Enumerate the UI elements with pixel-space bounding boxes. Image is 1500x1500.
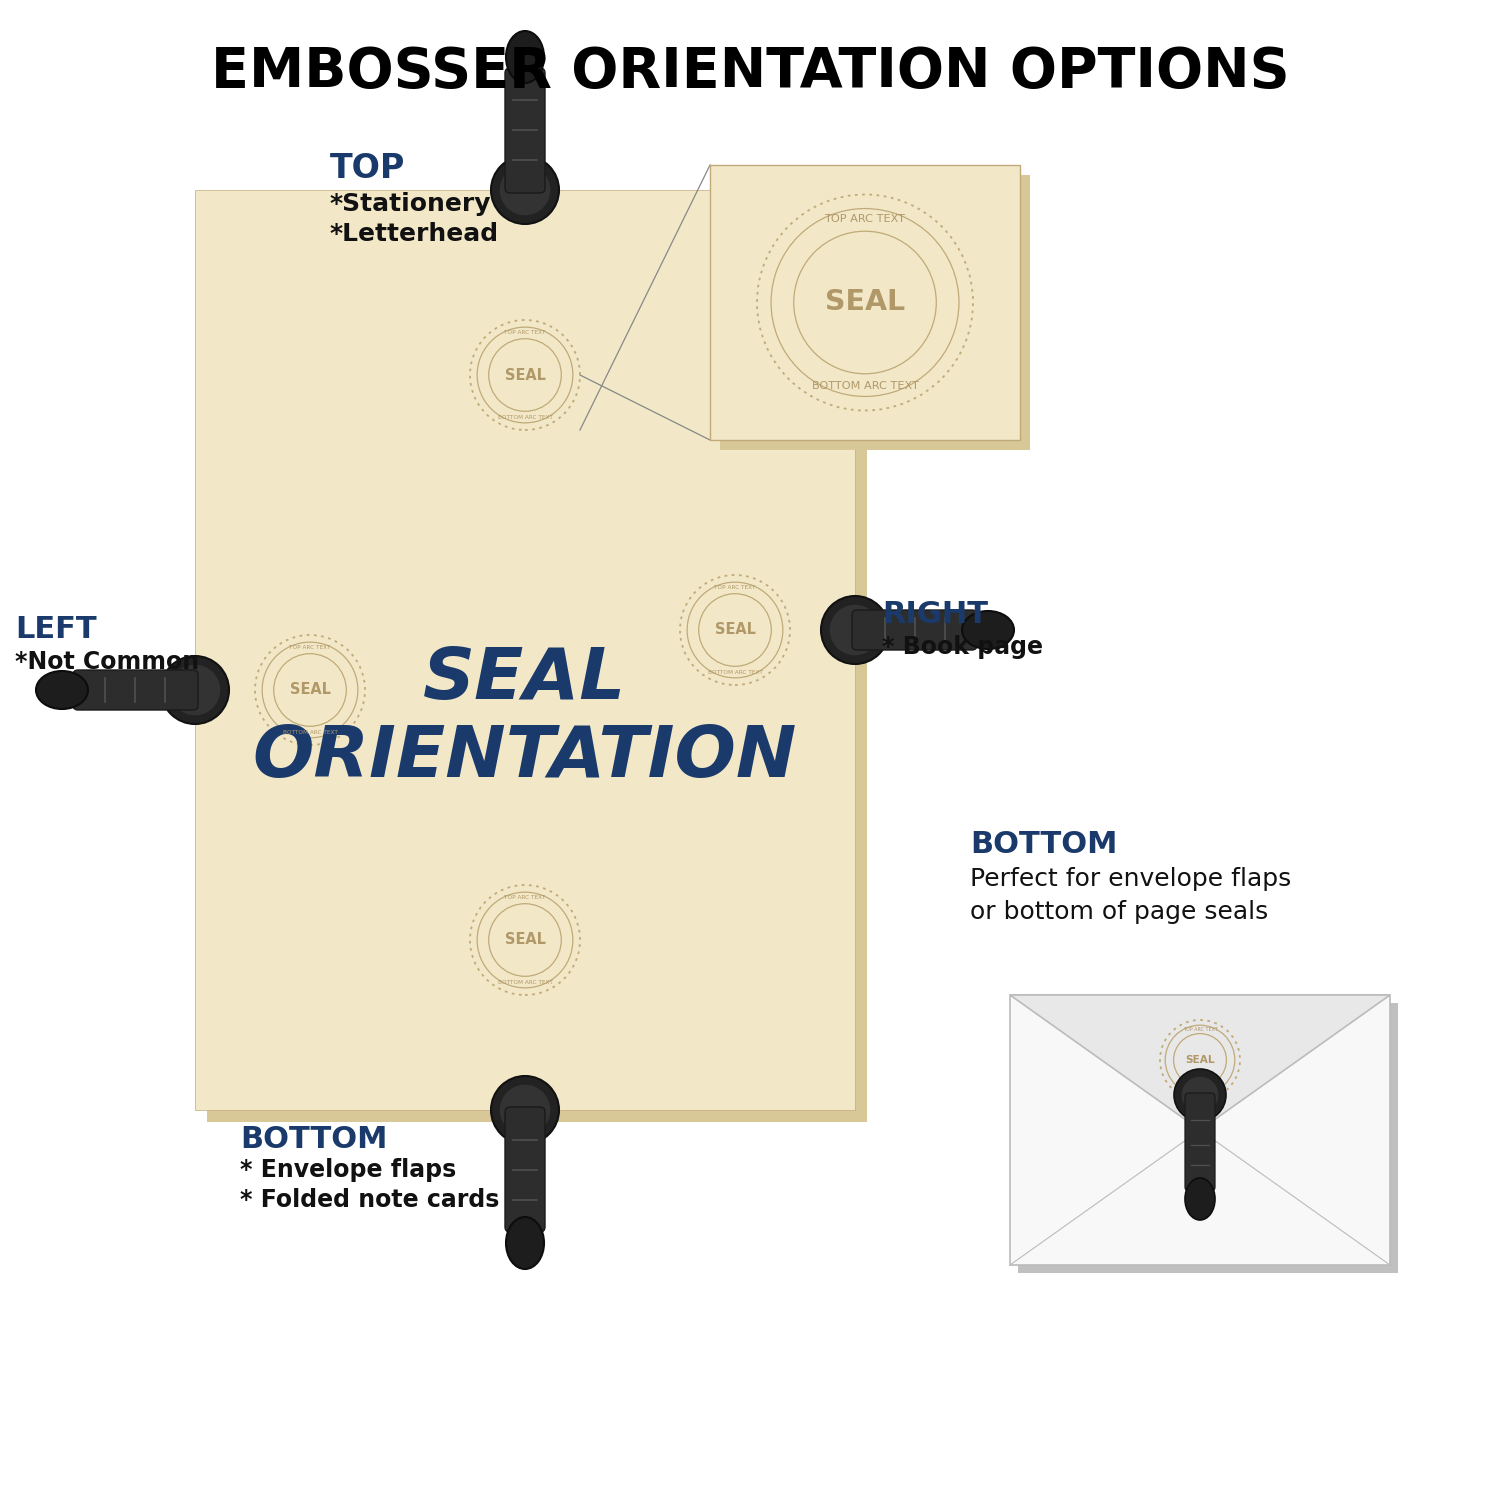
Ellipse shape: [506, 1216, 544, 1269]
Text: SEAL: SEAL: [504, 933, 546, 948]
Text: BOTTOM ARC TEXT: BOTTOM ARC TEXT: [498, 416, 552, 420]
Text: SEAL: SEAL: [825, 288, 904, 316]
Text: BOTTOM ARC TEXT: BOTTOM ARC TEXT: [812, 381, 918, 390]
Circle shape: [1174, 1070, 1225, 1120]
Text: RIGHT: RIGHT: [882, 600, 989, 628]
FancyBboxPatch shape: [852, 610, 976, 650]
Circle shape: [170, 664, 220, 716]
Text: ORIENTATION: ORIENTATION: [254, 723, 796, 792]
FancyBboxPatch shape: [207, 202, 867, 1122]
Text: TOP: TOP: [330, 152, 405, 184]
FancyBboxPatch shape: [74, 670, 198, 710]
Text: * Book page: * Book page: [882, 634, 1042, 658]
Text: *Stationery: *Stationery: [330, 192, 492, 216]
Text: *Not Common: *Not Common: [15, 650, 200, 674]
Text: BOTTOM: BOTTOM: [240, 1125, 387, 1154]
Text: TOP ARC TEXT: TOP ARC TEXT: [825, 214, 906, 225]
Text: SEAL: SEAL: [423, 645, 627, 714]
Ellipse shape: [506, 32, 544, 83]
Text: BOTTOM ARC TEXT: BOTTOM ARC TEXT: [708, 670, 762, 675]
Polygon shape: [1010, 994, 1390, 1130]
FancyBboxPatch shape: [1019, 1004, 1398, 1274]
Ellipse shape: [962, 610, 1014, 650]
Text: * Folded note cards: * Folded note cards: [240, 1188, 500, 1212]
Text: TOP ARC TEXT: TOP ARC TEXT: [504, 896, 546, 900]
Text: SEAL: SEAL: [1185, 1054, 1215, 1065]
Text: TOP ARC TEXT: TOP ARC TEXT: [714, 585, 756, 590]
Circle shape: [490, 1076, 560, 1144]
Text: SEAL: SEAL: [714, 622, 756, 638]
FancyBboxPatch shape: [1185, 1094, 1215, 1191]
FancyBboxPatch shape: [195, 190, 855, 1110]
FancyBboxPatch shape: [710, 165, 1020, 440]
Text: TOP ARC TEXT: TOP ARC TEXT: [290, 645, 330, 650]
Text: SEAL: SEAL: [290, 682, 330, 698]
Circle shape: [490, 156, 560, 224]
Text: Perfect for envelope flaps: Perfect for envelope flaps: [970, 867, 1292, 891]
FancyBboxPatch shape: [1010, 994, 1390, 1264]
FancyBboxPatch shape: [720, 176, 1030, 450]
Circle shape: [160, 656, 230, 724]
Circle shape: [1180, 1076, 1219, 1114]
Circle shape: [500, 164, 550, 216]
Circle shape: [500, 1084, 550, 1136]
Ellipse shape: [1185, 1178, 1215, 1219]
FancyBboxPatch shape: [506, 68, 544, 194]
Text: or bottom of page seals: or bottom of page seals: [970, 900, 1268, 924]
Text: BOTTOM ARC TEXT: BOTTOM ARC TEXT: [282, 730, 338, 735]
Circle shape: [830, 604, 880, 656]
Text: TOP ARC TEXT: TOP ARC TEXT: [504, 330, 546, 334]
Ellipse shape: [36, 670, 88, 710]
Text: BOTTOM: BOTTOM: [970, 830, 1118, 860]
Text: * Envelope flaps: * Envelope flaps: [240, 1158, 456, 1182]
Text: LEFT: LEFT: [15, 615, 96, 644]
Text: TOP ARC TEXT: TOP ARC TEXT: [1182, 1026, 1218, 1032]
Text: *Letterhead: *Letterhead: [330, 222, 500, 246]
FancyBboxPatch shape: [506, 1107, 544, 1232]
Text: EMBOSSER ORIENTATION OPTIONS: EMBOSSER ORIENTATION OPTIONS: [210, 45, 1290, 99]
Text: BOTTOM ARC TEXT: BOTTOM ARC TEXT: [1178, 1089, 1222, 1094]
Text: BOTTOM ARC TEXT: BOTTOM ARC TEXT: [498, 980, 552, 986]
Text: SEAL: SEAL: [504, 368, 546, 382]
Circle shape: [821, 596, 890, 664]
